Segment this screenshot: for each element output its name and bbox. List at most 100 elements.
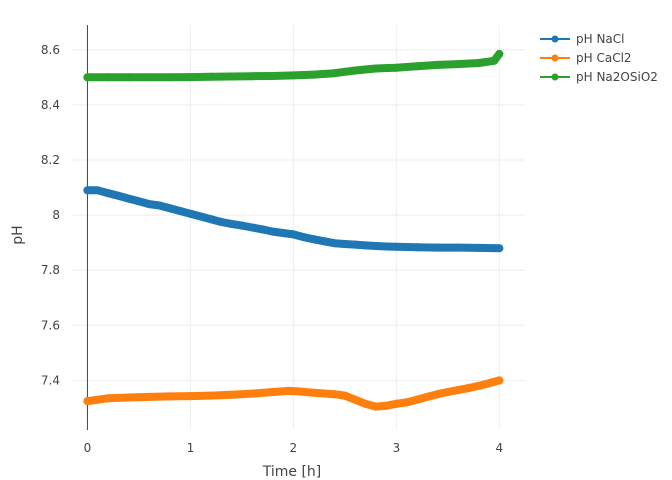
data-point bbox=[423, 392, 432, 401]
data-point bbox=[289, 230, 298, 239]
data-point bbox=[309, 235, 318, 244]
data-point bbox=[371, 64, 380, 73]
data-point bbox=[165, 73, 174, 82]
data-point bbox=[361, 241, 370, 250]
data-point bbox=[83, 73, 92, 82]
y-tick-label: 7.4 bbox=[41, 373, 60, 387]
data-point bbox=[93, 395, 102, 404]
data-point bbox=[433, 60, 442, 69]
data-point bbox=[186, 392, 195, 401]
data-point bbox=[186, 209, 195, 218]
data-point bbox=[227, 390, 236, 399]
y-axis-title: pH bbox=[10, 225, 26, 244]
data-point bbox=[93, 186, 102, 195]
data-point bbox=[412, 243, 421, 252]
data-point bbox=[433, 390, 442, 399]
y-tick-label: 7.8 bbox=[41, 263, 60, 277]
legend-label: pH Na2OSiO2 bbox=[576, 70, 658, 84]
data-point bbox=[145, 392, 154, 401]
data-point bbox=[412, 395, 421, 404]
grid bbox=[72, 25, 525, 430]
y-tick-label: 7.6 bbox=[41, 318, 60, 332]
data-point bbox=[392, 242, 401, 251]
data-point bbox=[454, 243, 463, 252]
data-point bbox=[227, 219, 236, 228]
data-point bbox=[104, 189, 112, 198]
data-point bbox=[309, 388, 318, 397]
data-point bbox=[330, 239, 339, 248]
data-point bbox=[474, 243, 483, 252]
data-point bbox=[284, 386, 293, 395]
x-axis-title: Time [h] bbox=[262, 464, 322, 480]
data-point bbox=[351, 66, 360, 75]
data-point bbox=[145, 200, 154, 209]
data-point bbox=[104, 73, 112, 82]
x-tick-label: 0 bbox=[84, 441, 92, 455]
legend-item[interactable]: pH NaCl bbox=[540, 32, 625, 46]
y-tick-label: 8.4 bbox=[41, 98, 60, 112]
legend-item[interactable]: pH Na2OSiO2 bbox=[540, 70, 658, 84]
data-point bbox=[351, 240, 360, 249]
data-point bbox=[165, 392, 174, 401]
data-point bbox=[474, 59, 483, 67]
legend[interactable]: pH NaCl pH CaCl2 pH Na2OSiO2 bbox=[540, 32, 658, 84]
data-point bbox=[340, 67, 349, 76]
data-point bbox=[299, 233, 308, 242]
data-point bbox=[227, 72, 236, 81]
data-point bbox=[124, 393, 133, 402]
data-point bbox=[433, 243, 442, 252]
data-point bbox=[124, 73, 133, 82]
data-point bbox=[309, 70, 318, 79]
data-point bbox=[268, 72, 277, 80]
data-point bbox=[490, 56, 499, 65]
data-point bbox=[392, 399, 401, 408]
data-point bbox=[495, 244, 504, 253]
data-point bbox=[268, 388, 277, 396]
tick-labels: 0 1 2 3 4 7.4 7.6 7.8 8 8.2 8.4 8.6 bbox=[41, 43, 503, 455]
legend-marker bbox=[551, 35, 559, 43]
data-point bbox=[412, 62, 421, 71]
data-point bbox=[207, 215, 215, 224]
data-point bbox=[495, 49, 504, 58]
y-tick-label: 8 bbox=[52, 208, 60, 222]
data-point bbox=[340, 240, 349, 248]
data-point bbox=[114, 191, 123, 200]
legend-item[interactable]: pH CaCl2 bbox=[540, 51, 632, 65]
data-point bbox=[165, 204, 174, 213]
x-tick-label: 2 bbox=[290, 441, 298, 455]
data-point bbox=[176, 207, 185, 215]
data-point bbox=[207, 391, 215, 400]
data-point bbox=[485, 379, 493, 388]
data-point bbox=[402, 398, 411, 407]
data-point bbox=[392, 63, 401, 72]
data-point bbox=[330, 390, 339, 399]
data-point bbox=[454, 386, 463, 395]
data-point bbox=[124, 194, 133, 203]
y-tick-label: 8.2 bbox=[41, 153, 60, 167]
data-point bbox=[351, 395, 360, 404]
data-point bbox=[83, 397, 92, 406]
data-point bbox=[268, 227, 277, 236]
data-point bbox=[474, 381, 483, 390]
data-point bbox=[248, 389, 257, 398]
data-point bbox=[382, 401, 390, 410]
series-3 bbox=[83, 49, 504, 82]
data-point bbox=[279, 229, 288, 237]
data-point bbox=[248, 72, 257, 81]
y-tick-label: 8.6 bbox=[41, 43, 60, 57]
x-tick-label: 4 bbox=[495, 441, 503, 455]
data-point bbox=[217, 218, 226, 226]
data-point bbox=[207, 72, 215, 81]
data-point bbox=[258, 225, 267, 234]
data-point bbox=[361, 399, 370, 408]
data-point bbox=[83, 186, 92, 195]
data-point bbox=[196, 212, 205, 221]
data-point bbox=[237, 221, 246, 230]
legend-label: pH CaCl2 bbox=[576, 51, 632, 65]
data-point bbox=[454, 60, 463, 69]
data-point bbox=[248, 223, 257, 232]
data-point bbox=[145, 73, 154, 82]
data-point bbox=[104, 394, 112, 403]
data-point bbox=[155, 201, 164, 210]
x-tick-label: 3 bbox=[392, 441, 400, 455]
